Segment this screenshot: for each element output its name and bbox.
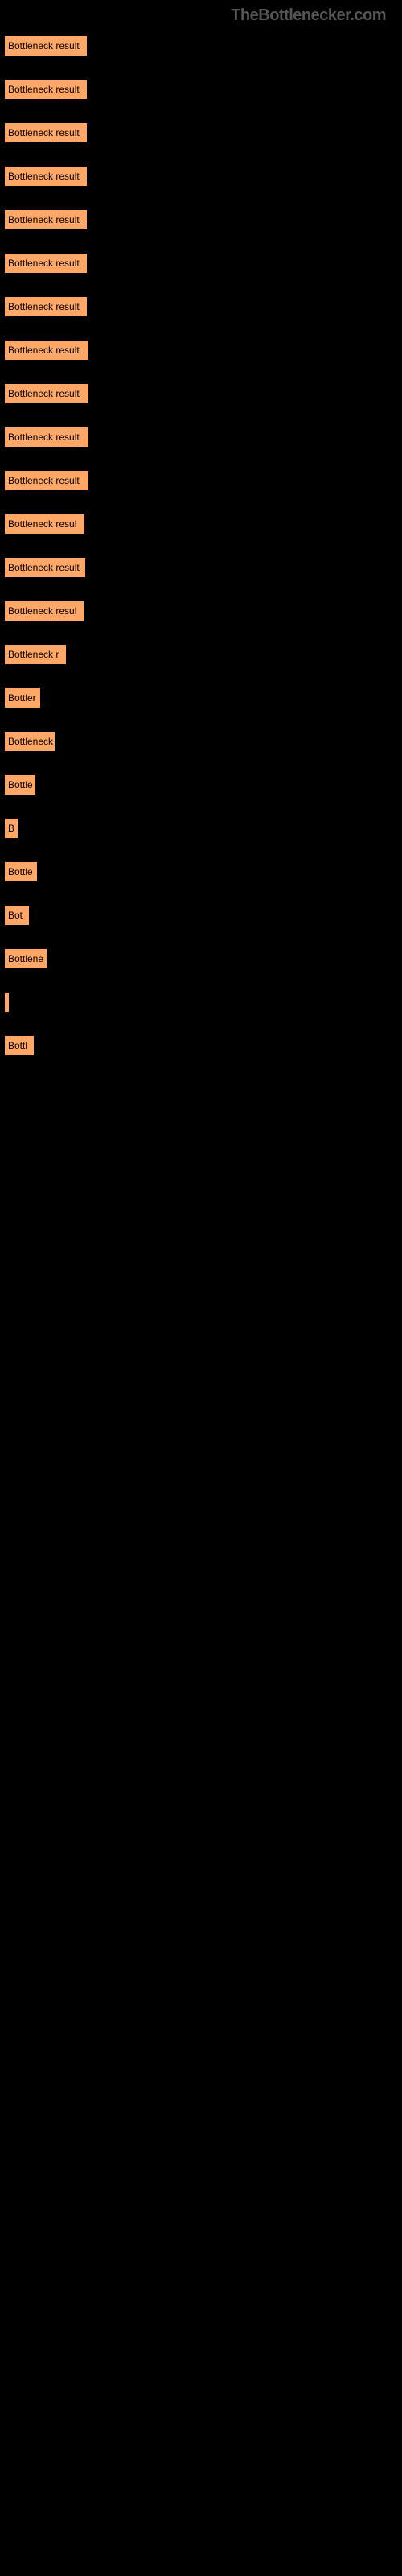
bar-label: Bottleneck r [8, 649, 59, 660]
bar: Bottleneck resul [4, 514, 85, 535]
bar-row: Bottleneck result [4, 198, 398, 242]
bar-row: Bottler [4, 676, 398, 720]
bar-label: Bottleneck resul [8, 605, 76, 617]
bar-label: Bottleneck result [8, 40, 80, 52]
bar-row: Bottle [4, 850, 398, 894]
bar-label: Bottler [8, 692, 36, 704]
bar: Bottleneck r [4, 644, 67, 665]
bar-label: Bottleneck result [8, 431, 80, 443]
bar-label: Bottleneck result [8, 258, 80, 269]
bar-label: Bottleneck result [8, 388, 80, 399]
bar: Bottleneck result [4, 470, 89, 491]
bar-label: Bottleneck result [8, 301, 80, 312]
bar-label: Bottleneck result [8, 84, 80, 95]
bar-label: Bottle [8, 779, 33, 791]
bar-label: Bottle [8, 866, 33, 877]
bar-chart: Bottleneck result Bottleneck result Bottle… [0, 0, 402, 1071]
bar-row: Bottleneck result [4, 111, 398, 155]
bar-row: Bottleneck result [4, 155, 398, 198]
bar-label: Bottleneck result [8, 127, 80, 138]
bar-row: Bottleneck resul [4, 589, 398, 633]
bar-row: Bottleneck result [4, 546, 398, 589]
bar-row: Bottleneck resul [4, 502, 398, 546]
bar: Bottleneck result [4, 35, 88, 56]
bar: Bottleneck result [4, 79, 88, 100]
bar-row: Bottleneck result [4, 459, 398, 502]
bar-label: Bot [8, 910, 23, 921]
bar-row: Bottle [4, 763, 398, 807]
watermark-text: TheBottlenecker.com [231, 6, 386, 25]
bar: Bottleneck result [4, 557, 86, 578]
bar-label: Bottleneck result [8, 475, 80, 486]
bar: Bottleneck result [4, 253, 88, 274]
bar-row: Bottleneck result [4, 24, 398, 68]
bar-row: B [4, 807, 398, 850]
bar-row: Bottlene [4, 937, 398, 980]
bar-label: Bottleneck resul [8, 518, 76, 530]
bar-label: Bottlene [8, 953, 43, 964]
bar-label: Bottl [8, 1040, 27, 1051]
bar: Bottleneck resul [4, 601, 84, 621]
bar-row: Bottleneck result [4, 372, 398, 415]
bar: Bottle [4, 861, 38, 882]
bar-row: Bot [4, 894, 398, 937]
bar-label: Bottleneck [8, 736, 53, 747]
bar: Bottleneck result [4, 122, 88, 143]
bar: Bot [4, 905, 30, 926]
bar-row: Bottleneck [4, 720, 398, 763]
bar: Bottler [4, 687, 41, 708]
bar-row: Bottleneck r [4, 633, 398, 676]
bar-row: Bottleneck result [4, 415, 398, 459]
bar: B [4, 818, 18, 839]
bar-label: Bottleneck result [8, 562, 80, 573]
bar: Bottleneck result [4, 296, 88, 317]
bar-row: Bottleneck result [4, 242, 398, 285]
bar-row: Bottleneck result [4, 68, 398, 111]
bar: Bottleneck result [4, 340, 89, 361]
bar: Bottleneck result [4, 209, 88, 230]
bar: Bottleneck result [4, 383, 89, 404]
bar: Bottleneck result [4, 427, 89, 448]
bar [4, 992, 10, 1013]
bar-row [4, 980, 398, 1024]
bar-label: Bottleneck result [8, 214, 80, 225]
bar-row: Bottl [4, 1024, 398, 1067]
bar: Bottle [4, 774, 36, 795]
bar: Bottleneck [4, 731, 55, 752]
bar: Bottlene [4, 948, 47, 969]
bar-label: Bottleneck result [8, 171, 80, 182]
bar-label: B [8, 823, 14, 834]
bar: Bottleneck result [4, 166, 88, 187]
bar-row: Bottleneck result [4, 285, 398, 328]
bar-row: Bottleneck result [4, 328, 398, 372]
bar: Bottl [4, 1035, 35, 1056]
bar-label: Bottleneck result [8, 345, 80, 356]
